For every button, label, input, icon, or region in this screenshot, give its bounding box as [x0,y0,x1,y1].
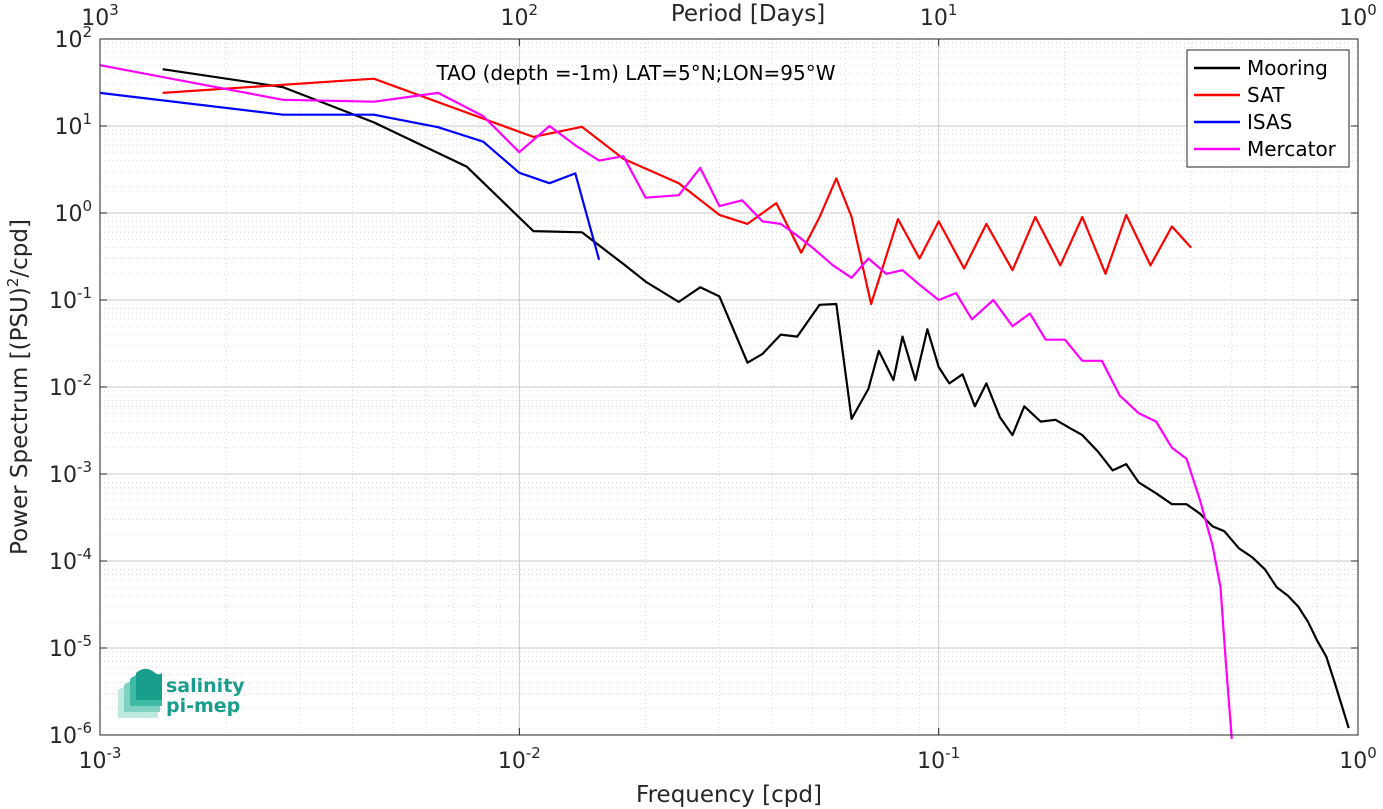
series-line-mooring [162,68,1350,729]
legend-label-isas: ISAS [1247,110,1292,134]
tick-marks [99,38,1359,736]
tick-exponent: -1 [945,744,960,762]
legend-items: Mooring SAT ISAS Mercator [1194,56,1337,161]
series-layer [99,64,1350,740]
tick-base: 10 [49,289,77,314]
top-x-axis-label: Period [Days] [671,1,825,27]
x-tick-label: 100 [1339,744,1377,774]
tick-base: 10 [49,376,77,401]
y-axis-label-main: Power Spectrum [(PSU) [7,287,33,555]
top-tick-label: 100 [1339,1,1377,31]
tick-exponent: -6 [77,719,92,737]
tick-base: 10 [79,749,107,774]
tick-exponent: -2 [526,744,541,762]
x-tick-label: 10-1 [917,744,960,774]
tick-exponent: -3 [107,744,122,762]
tick-exponent: 1 [948,1,958,19]
y-tick-label: 10-5 [49,632,92,662]
tick-exponent: -1 [77,284,92,302]
tick-base: 10 [54,202,82,227]
tick-base: 10 [501,6,529,31]
y-tick-label: 10-4 [49,545,92,575]
x-tick-labels: 10-3 10-2 10-1 100 [79,744,1377,774]
legend-box [1186,49,1350,168]
tick-exponent: -2 [77,371,92,389]
tick-base: 10 [49,724,77,749]
tick-exponent: 2 [82,23,92,41]
logo-text-line2: pi-mep [166,695,240,717]
tick-exponent: 0 [1367,1,1377,19]
top-tick-label: 101 [920,1,958,31]
series-line-sat [162,77,1192,306]
tick-exponent: 3 [109,1,119,19]
x-tick-label: 10-2 [498,744,541,774]
tick-base: 10 [81,6,109,31]
x-axis-label: Frequency [cpd] [636,782,822,808]
y-axis-label: Power Spectrum [(PSU)2/cpd] [4,219,33,555]
top-tick-labels: 103 102 101 100 [81,1,1377,31]
tick-base: 10 [1339,749,1367,774]
series-line-isas [99,91,601,261]
tick-exponent: 2 [529,1,539,19]
top-tick-label: 102 [501,1,539,31]
tick-exponent: 1 [82,110,92,128]
legend-label-sat: SAT [1247,83,1285,107]
y-axis-label-tail: /cpd] [7,219,33,278]
tick-base: 10 [917,749,945,774]
y-tick-label: 102 [54,23,92,53]
tick-base: 10 [49,637,77,662]
tick-base: 10 [49,463,77,488]
chart-title: TAO (depth =-1m) LAT=5°N;LON=95°W [435,61,835,85]
y-tick-label: 10-2 [49,371,92,401]
tick-exponent: 0 [82,197,92,215]
tick-base: 10 [54,28,82,53]
y-tick-label: 10-6 [49,719,92,749]
tick-base: 10 [54,115,82,140]
tick-base: 10 [1339,6,1367,31]
y-axis-label-superscript: 2 [4,278,22,288]
tick-base: 10 [49,550,77,575]
logo-text-line1: salinity [166,675,245,697]
tick-exponent: -3 [77,458,92,476]
salinity-pi-mep-logo: salinity pi-mep [118,668,245,718]
tick-base: 10 [498,749,526,774]
y-tick-label: 10-3 [49,458,92,488]
legend-label-mooring: Mooring [1247,56,1328,80]
tick-exponent: 0 [1367,744,1377,762]
y-tick-label: 101 [54,110,92,140]
tick-exponent: -4 [77,545,92,563]
tick-base: 10 [920,6,948,31]
top-tick-label: 103 [81,1,119,31]
y-tick-label: 10-1 [49,284,92,314]
legend: Mooring SAT ISAS Mercator [1186,49,1350,168]
x-tick-label: 10-3 [79,744,122,774]
stacked-waves-icon [118,668,162,718]
tick-exponent: -5 [77,632,92,650]
legend-label-mercator: Mercator [1247,137,1337,161]
series-line-mercator [99,64,1233,740]
y-tick-label: 100 [54,197,92,227]
